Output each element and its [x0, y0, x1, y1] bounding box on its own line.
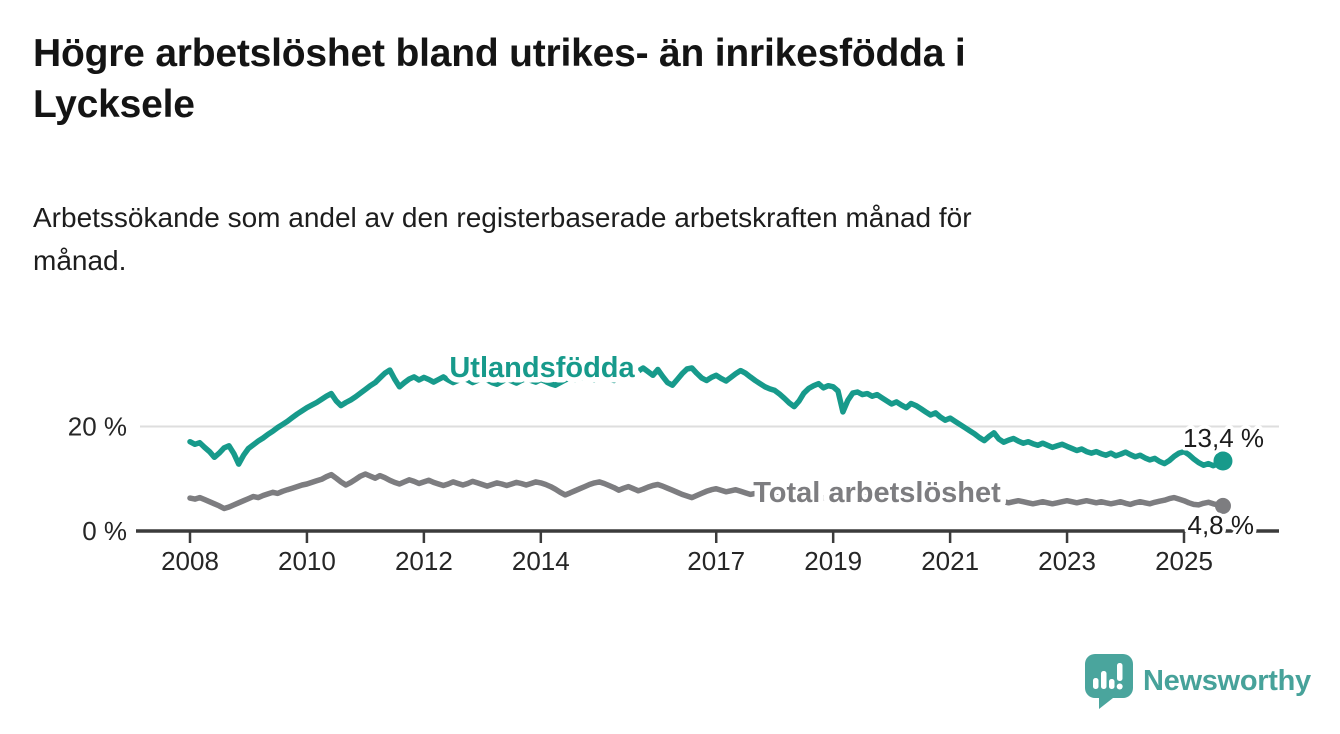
page-title-line1: Högre arbetslöshet bland utrikes- än inr… — [33, 32, 966, 75]
x-tick-label: 2010 — [278, 546, 336, 576]
bar-1 — [1093, 678, 1099, 689]
brand-name: Newsworthy — [1143, 665, 1311, 697]
bar-2 — [1101, 671, 1107, 689]
x-tick-label: 2017 — [687, 546, 745, 576]
page-title: Högre arbetslöshet bland utrikes- än inr… — [33, 28, 1323, 131]
series-end-value-1: 4,8 % — [1188, 510, 1255, 540]
series-end-value-0: 13,4 % — [1183, 423, 1264, 453]
y-tick-label: 20 % — [68, 412, 127, 442]
newsworthy-speech-bubble-bar-chart-icon — [1085, 654, 1133, 709]
x-tick-label: 2021 — [921, 546, 979, 576]
x-tick-label: 2025 — [1155, 546, 1213, 576]
series-inline-label-0: Utlandsfödda — [449, 352, 635, 384]
chart-subtitle-line1: Arbetssökande som andel av den registerb… — [33, 202, 972, 233]
series-line-0 — [187, 365, 1226, 469]
x-tick-label: 2019 — [804, 546, 862, 576]
bar-3 — [1109, 679, 1115, 689]
series-inline-label-1: Total arbetslöshet — [753, 477, 1001, 509]
newsworthy-branding: Newsworthy — [1084, 653, 1311, 710]
x-tick-label: 2014 — [512, 546, 570, 576]
chart-subtitle-line2: månad. — [33, 245, 127, 277]
y-tick-label: 0 % — [82, 516, 127, 546]
x-tick-label: 2012 — [395, 546, 453, 576]
page-title-line2: Lycksele — [33, 83, 195, 127]
series-end-dot-0 — [1213, 451, 1233, 471]
x-tick-label: 2023 — [1038, 546, 1096, 576]
exclamation-bar — [1117, 663, 1123, 681]
exclamation-dot — [1116, 683, 1123, 690]
line-chart: 0 % 20 % 2008 2010 2012 2014 2017 2019 2021 2023 2… — [68, 347, 1279, 576]
chart-subtitle: Arbetssökande som andel av den registerb… — [33, 196, 1323, 283]
series-end-dot-1 — [1214, 497, 1231, 514]
series-line-1 — [187, 471, 1226, 512]
x-tick-label: 2008 — [161, 546, 219, 576]
